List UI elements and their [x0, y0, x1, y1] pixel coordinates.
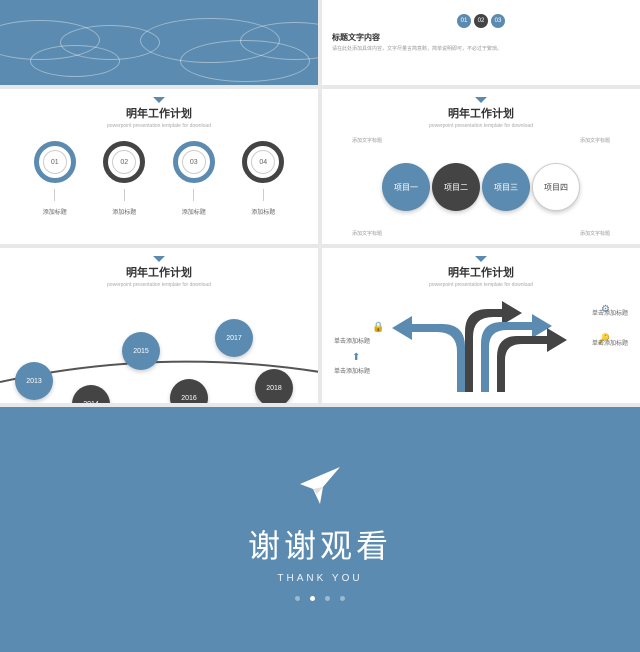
slide-title: 明年工作计划 [0, 264, 318, 280]
arrow-icon: ⬆ [352, 352, 360, 363]
slide-thanks: 谢谢观看 THANK YOU [0, 407, 640, 652]
pager-dots [295, 596, 345, 601]
slide-arrows: 明年工作计划 powerpoint presentation template … [322, 248, 640, 403]
arrow-label: 单击添加标题 [592, 308, 628, 317]
intro-desc: 请在此处添加具体内容，文字尽量言简意赅，简单说明即可，不必过于繁琐。 [332, 46, 630, 53]
timeline-node: 2018 [255, 369, 293, 403]
proj-label-bottom-right: 添加文字标题 [580, 230, 610, 237]
project-circle: 项目二 [432, 163, 480, 211]
circle-item: 04 添加标题 [233, 141, 293, 216]
intro-title: 标题文字内容 [332, 32, 630, 43]
arrow-label: 单击添加标题 [334, 366, 370, 375]
lock-icon: 🔒 [372, 322, 384, 333]
slide-title: 明年工作计划 [0, 105, 318, 121]
project-circle: 项目四 [532, 163, 580, 211]
circle-item: 03 添加标题 [164, 141, 224, 216]
thanks-subtitle: THANK YOU [277, 573, 362, 584]
proj-label-bottom-left: 添加文字标题 [352, 230, 382, 237]
thanks-title: 谢谢观看 [248, 521, 392, 567]
arrow-label: 单击添加标题 [334, 336, 370, 345]
slide-timeline: 明年工作计划 powerpoint presentation template … [0, 248, 318, 403]
slide-clouds [0, 0, 318, 85]
slide-intro: 01 02 03 标题文字内容 请在此处添加具体内容，文字尽量言简意赅，简单说明… [322, 0, 640, 85]
proj-label-top-left: 添加文字标题 [352, 137, 382, 144]
proj-label-top-right: 添加文字标题 [580, 137, 610, 144]
plane-icon [295, 459, 345, 509]
slide-subtitle: powerpoint presentation template for dow… [0, 123, 318, 129]
project-circle: 项目一 [382, 163, 430, 211]
timeline-node: 2015 [122, 332, 160, 370]
slide-circles: 明年工作计划 powerpoint presentation template … [0, 89, 318, 244]
timeline-node: 2013 [15, 362, 53, 400]
circle-item: 02 添加标题 [94, 141, 154, 216]
step-dots: 01 02 03 [332, 14, 630, 28]
timeline-node: 2017 [215, 319, 253, 357]
project-circle: 项目三 [482, 163, 530, 211]
slide-projects: 明年工作计划 powerpoint presentation template … [322, 89, 640, 244]
slide-title: 明年工作计划 [322, 264, 640, 280]
slide-title: 明年工作计划 [322, 105, 640, 121]
slide-subtitle: powerpoint presentation template for dow… [322, 282, 640, 288]
arrow-label: 单击添加标题 [592, 338, 628, 347]
slide-subtitle: powerpoint presentation template for dow… [0, 282, 318, 288]
circle-item: 01 添加标题 [25, 141, 85, 216]
slide-subtitle: powerpoint presentation template for dow… [322, 123, 640, 129]
